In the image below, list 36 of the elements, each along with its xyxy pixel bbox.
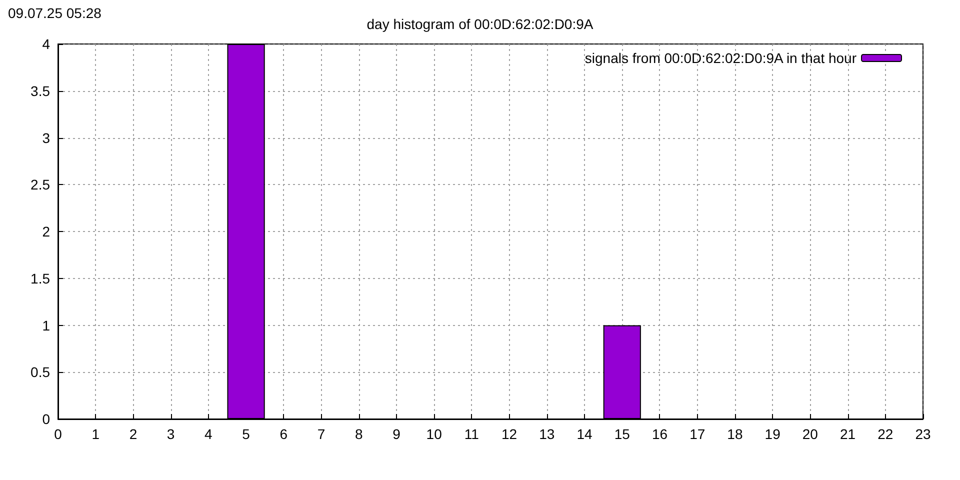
- x-tick-label: 17: [690, 426, 706, 442]
- x-tick-label: 1: [92, 426, 100, 442]
- x-tick-label: 6: [280, 426, 288, 442]
- x-tick-label: 14: [576, 426, 593, 442]
- y-tick-label: 4: [42, 36, 50, 52]
- x-tick-label: 20: [802, 426, 818, 442]
- y-tick-label: 1.5: [30, 270, 50, 286]
- x-tick-label: 13: [539, 426, 555, 442]
- x-tick-label: 2: [129, 426, 138, 442]
- y-tick-label: 2.5: [30, 176, 50, 193]
- x-tick-label: 22: [878, 426, 894, 442]
- y-tick-label: 1: [42, 317, 50, 334]
- x-tick-label: 8: [354, 426, 363, 442]
- x-tick-label: 16: [652, 426, 668, 442]
- x-tick-label: 23: [915, 426, 931, 442]
- chart-title: day histogram of 00:0D:62:02:D0:9A: [366, 16, 594, 32]
- x-tick-label: 5: [242, 426, 250, 442]
- x-tick-label: 3: [166, 426, 175, 442]
- y-tick-label: 3: [42, 130, 50, 146]
- legend-label: signals from 00:0D:62:02:D0:9A in that hour: [584, 50, 857, 66]
- x-tick-label: 0: [54, 426, 62, 442]
- x-tick-label: 10: [426, 426, 442, 442]
- y-tick-label: 2: [42, 224, 50, 240]
- x-tick-label: 15: [614, 426, 630, 442]
- y-tick-label: 3.5: [30, 82, 50, 99]
- x-tick-label: 12: [502, 426, 518, 442]
- text: 09.07.25 05:28: [8, 5, 102, 21]
- y-tick-label: 0.5: [30, 364, 50, 380]
- x-tick-label: 11: [464, 426, 480, 442]
- x-tick-label: 4: [204, 426, 213, 442]
- x-tick-label: 19: [764, 426, 781, 442]
- x-tick-label: 7: [317, 426, 326, 442]
- y-tick-label: 0: [42, 411, 50, 427]
- x-tick-label: 9: [392, 426, 401, 442]
- x-tick-label: 21: [840, 426, 856, 442]
- x-tick-label: 18: [727, 426, 743, 442]
